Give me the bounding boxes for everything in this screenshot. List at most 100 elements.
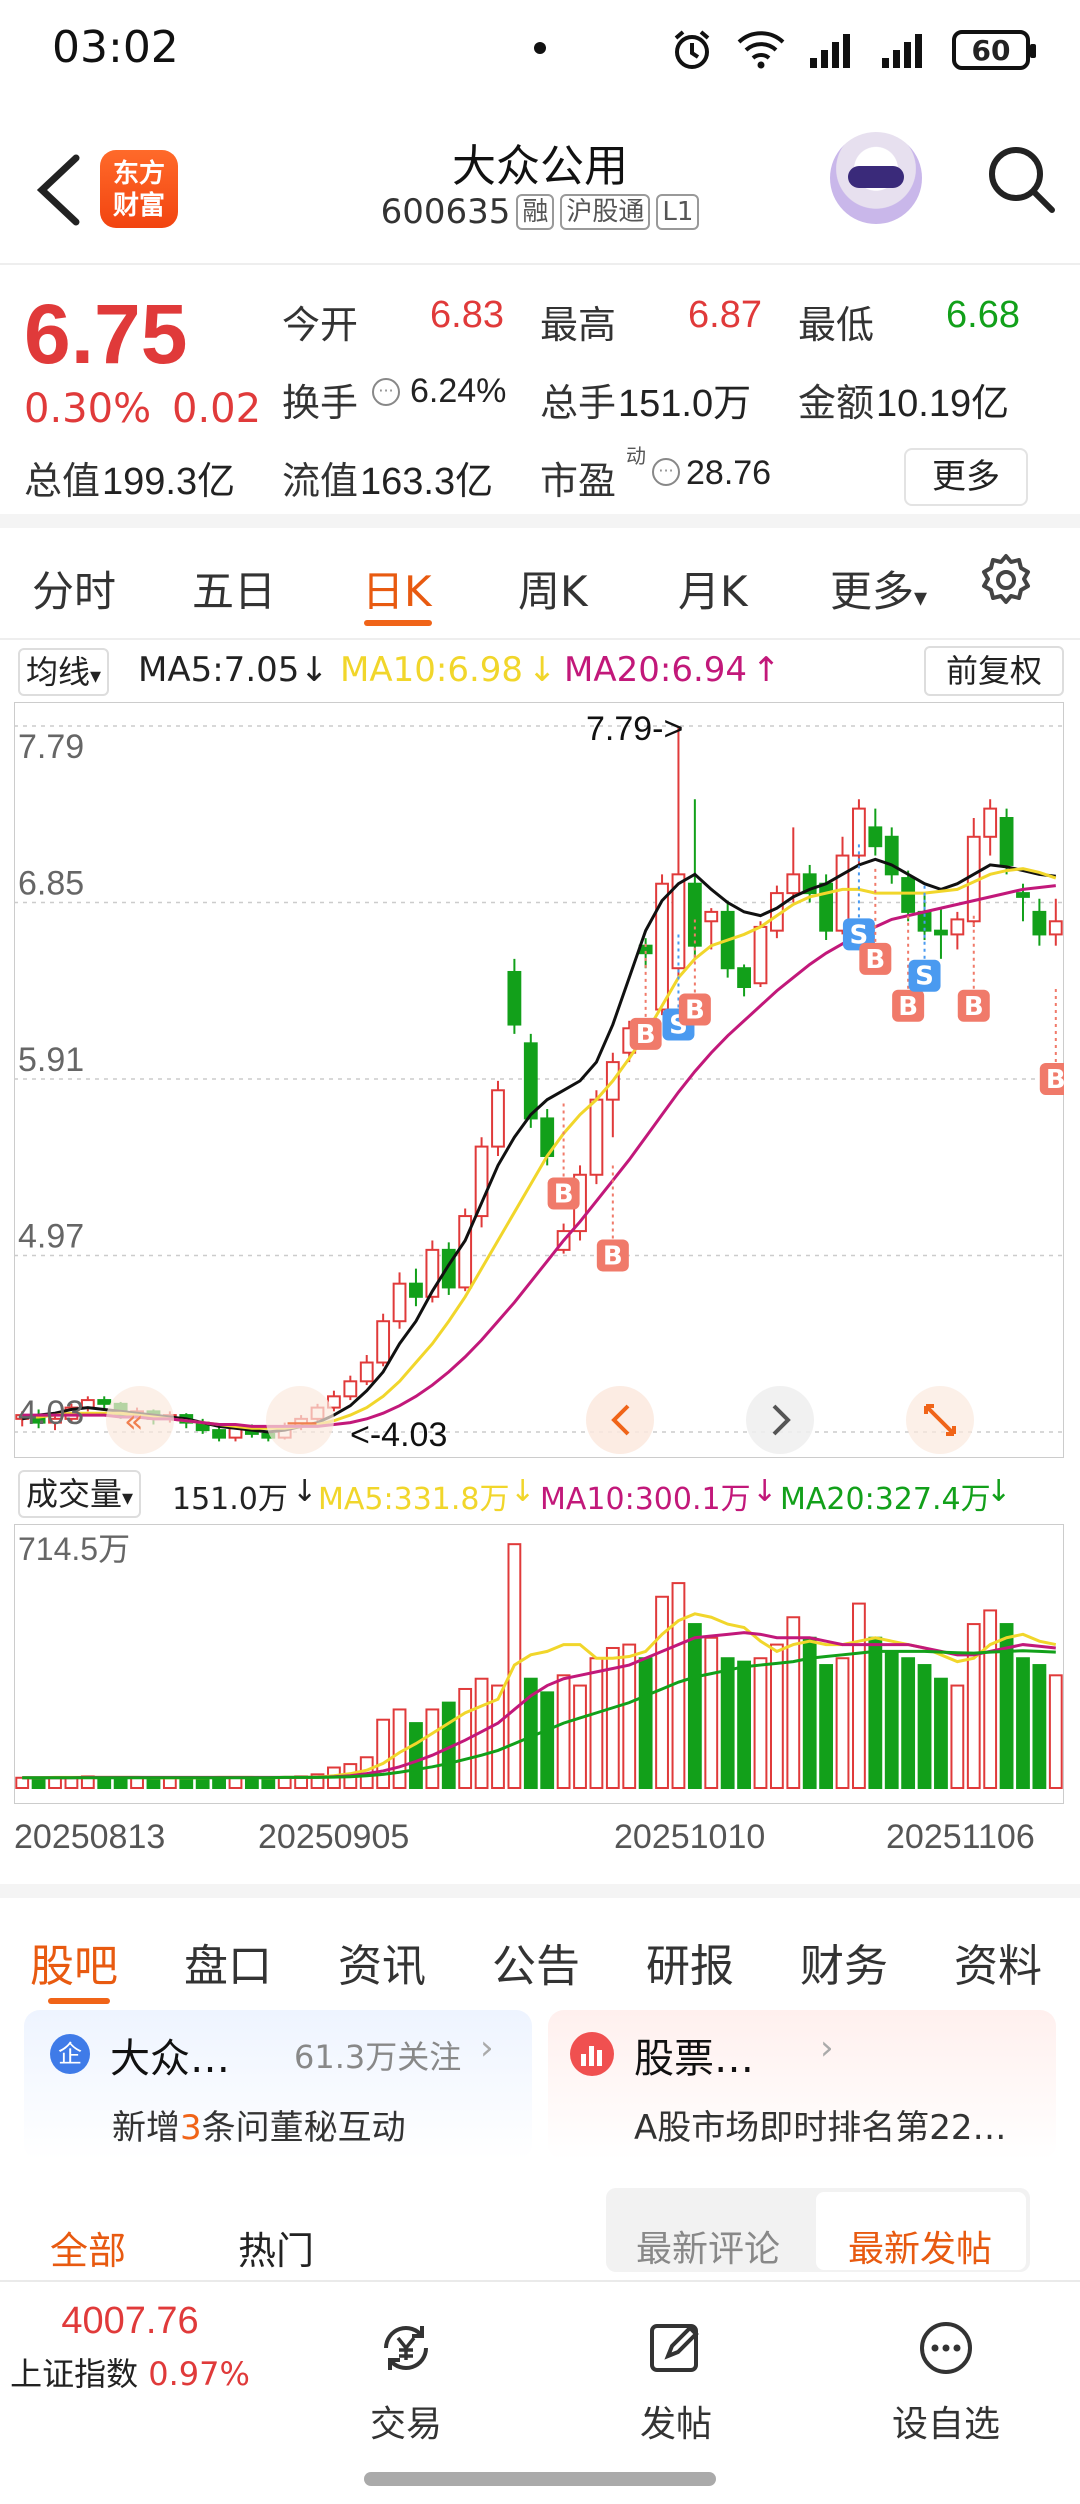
- tab-guba[interactable]: 股吧: [30, 1941, 118, 1992]
- stock-name: 大众公用: [452, 141, 628, 192]
- tab-orderbook[interactable]: 盘口: [184, 1941, 272, 1992]
- margin-tag: 融: [516, 194, 555, 230]
- tab-profile[interactable]: 资料: [954, 1941, 1042, 1992]
- candle-body: [376, 1320, 391, 1364]
- change-amount: 0.02: [172, 386, 262, 432]
- tab-weekly-k[interactable]: 周K: [518, 567, 588, 616]
- period-tabs: 分时 五日 日K 周K 月K 更多▾: [0, 530, 1080, 640]
- volume-max-label: 714.5万: [18, 1531, 130, 1567]
- home-indicator[interactable]: [364, 2472, 716, 2486]
- index-value: 4007.76: [61, 2300, 199, 2342]
- chevron-right-icon: ›: [480, 2028, 494, 2068]
- status-bar: 03:02 60: [0, 0, 1080, 100]
- tab-five-day[interactable]: 五日: [192, 567, 277, 616]
- chart-zoom-out-button[interactable]: «: [106, 1386, 174, 1454]
- volume-bar: [901, 1657, 916, 1789]
- filter-hot[interactable]: 热门: [238, 2229, 315, 2273]
- trade-marker-letter: B: [603, 1242, 623, 1272]
- section-tabs: 股吧 盘口 资讯 公告 研报 财务 资料: [0, 1884, 1080, 2004]
- volume-indicator-dropdown[interactable]: 成交量▾: [18, 1470, 142, 1518]
- filter-all[interactable]: 全部: [50, 2229, 127, 2273]
- volume-bar: [999, 1623, 1014, 1789]
- chart-scroll-left-button[interactable]: [586, 1386, 654, 1454]
- battery-level: 60: [971, 33, 1011, 67]
- search-icon[interactable]: [982, 140, 1062, 220]
- open-label: 今开: [282, 303, 359, 347]
- candle-body: [1032, 910, 1047, 936]
- tab-announcements[interactable]: 公告: [492, 1941, 580, 1992]
- candle-body: [425, 1248, 440, 1298]
- tab-more[interactable]: 更多▾: [830, 558, 927, 619]
- settings-gear-icon[interactable]: [976, 550, 1036, 610]
- arrow-up-icon: ↑: [752, 650, 781, 690]
- vol-ma10-value: MA10:300.1万: [540, 1482, 751, 1517]
- assistant-avatar[interactable]: [830, 132, 922, 224]
- volume-bar: [376, 1718, 391, 1789]
- indicator-dropdown-label: 均线: [26, 653, 91, 691]
- candle-body: [868, 826, 883, 848]
- tab-more-label: 更多: [830, 567, 915, 616]
- volume-bar: [983, 1609, 998, 1789]
- candle-body: [441, 1248, 456, 1289]
- volume-label: 总手: [540, 381, 617, 425]
- volume-bar: [704, 1636, 719, 1790]
- stock-ranking-card[interactable]: 股票… › A股市场即时排名第22…: [548, 2010, 1056, 2160]
- arrow-down-icon: ↓: [528, 650, 557, 690]
- signal-icon: [810, 34, 850, 68]
- volume-bar: [113, 1777, 128, 1789]
- trade-marker-letter: B: [554, 1180, 574, 1210]
- info-icon[interactable]: ···: [372, 378, 400, 406]
- status-icons: 60: [670, 28, 1036, 72]
- tab-research[interactable]: 研报: [646, 1941, 734, 1992]
- volume-bar: [310, 1773, 325, 1790]
- price-tick-label: 5.91: [18, 1041, 84, 1079]
- price-adjust-button[interactable]: 前复权: [924, 646, 1064, 696]
- candle-body: [852, 807, 866, 857]
- ma-line-magenta: [22, 884, 1056, 1428]
- chart-zoom-in-button[interactable]: —: [266, 1386, 334, 1454]
- tab-monthly-k[interactable]: 月K: [678, 567, 748, 616]
- more-quote-button[interactable]: 更多: [904, 448, 1028, 506]
- card-subtitle: A股市场即时排名第22…: [634, 2108, 1007, 2148]
- follower-count: 61.3万关注: [294, 2038, 462, 2076]
- amount-value: 10.19亿: [876, 383, 1010, 425]
- tab-daily-k[interactable]: 日K: [362, 567, 432, 616]
- trade-button[interactable]: 交易: [326, 2318, 486, 2447]
- volume-chart[interactable]: 714.5万: [14, 1524, 1064, 1804]
- chart-fullscreen-button[interactable]: [906, 1386, 974, 1454]
- high-label: 最高: [540, 303, 617, 347]
- index-widget[interactable]: 4007.76 上证指数 0.97%: [0, 2300, 260, 2395]
- ma10-value: MA10:6.98: [340, 650, 524, 690]
- level-tag: L1: [656, 194, 700, 230]
- mktcap-value: 199.3亿: [102, 461, 236, 503]
- yuan-exchange-icon: [384, 2326, 428, 2370]
- post-button[interactable]: 发帖: [596, 2318, 756, 2447]
- last-price: 6.75: [24, 287, 188, 381]
- vol-ma20-value: MA20:327.4万: [780, 1482, 991, 1517]
- back-arrow-icon[interactable]: [28, 150, 98, 230]
- company-community-card[interactable]: 企 大众… 61.3万关注 › 新增3条问董秘互动: [24, 2010, 532, 2160]
- volume-ma20-line: [22, 1649, 1056, 1780]
- card-line-post: 条问董秘互动: [201, 2108, 406, 2148]
- sort-latest-post[interactable]: 最新发帖: [848, 2229, 993, 2270]
- info-icon[interactable]: ···: [652, 458, 680, 486]
- sort-latest-comment[interactable]: 最新评论: [636, 2229, 781, 2270]
- add-watchlist-button[interactable]: 设自选: [866, 2318, 1026, 2447]
- app-logo[interactable]: 东方 财富: [100, 150, 178, 228]
- alarm-icon: [674, 30, 710, 69]
- trade-marker-badge: [957, 989, 990, 1022]
- float-value: 163.3亿: [360, 461, 494, 503]
- tab-news[interactable]: 资讯: [338, 1941, 426, 1992]
- tab-intraday[interactable]: 分时: [32, 567, 117, 616]
- chart-scroll-right-button[interactable]: [746, 1386, 814, 1454]
- indicator-dropdown[interactable]: 均线▾: [18, 648, 110, 696]
- trade-marker-letter: B: [685, 996, 705, 1026]
- chevron-left-icon: [611, 1404, 630, 1436]
- pe-superscript: 动: [626, 444, 646, 468]
- volume-bar: [64, 1776, 79, 1789]
- volume-bar: [228, 1776, 243, 1789]
- volume-bar: [573, 1684, 587, 1789]
- float-label: 流值: [282, 459, 359, 503]
- tab-financials[interactable]: 财务: [800, 1941, 888, 1992]
